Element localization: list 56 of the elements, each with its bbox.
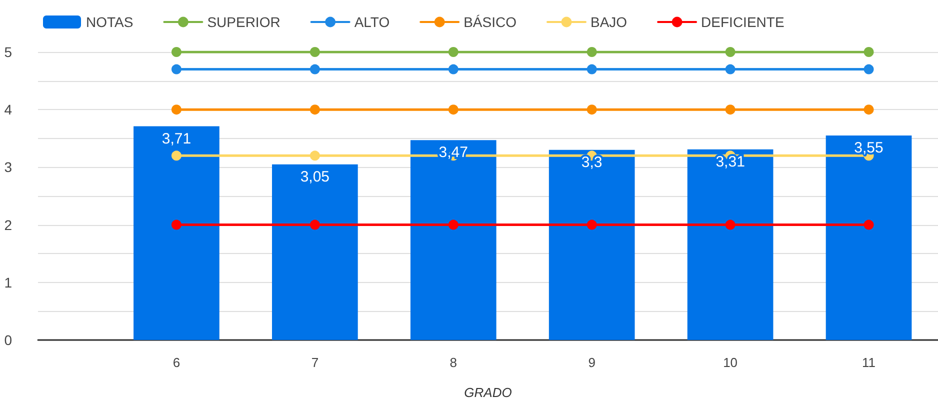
point [448,47,458,57]
legend-label: DEFICIENTE [701,14,784,30]
x-tick-label: 7 [311,355,319,370]
legend-label: SUPERIOR [207,14,280,30]
legend-label: ALTO [354,14,390,30]
bar [548,150,635,340]
bar [134,126,220,340]
point [725,104,736,115]
point [448,64,458,74]
point [310,47,320,57]
bar [272,164,358,340]
point [448,104,458,115]
point [725,64,736,74]
data-label: 3,05 [300,168,330,186]
data-label: 3,71 [162,130,192,148]
x-tick-label: 11 [862,355,876,370]
point [310,150,320,161]
point [171,104,182,115]
bar [687,149,774,340]
point [448,220,458,230]
point [310,104,320,115]
point [171,150,182,161]
point [586,220,597,230]
legend-label: NOTAS [86,14,134,30]
point [864,220,874,230]
point [725,220,736,230]
bar [410,140,496,340]
point [586,64,597,74]
legend-label: BÁSICO [464,14,517,30]
point [864,104,874,115]
y-tick-label: 1 [4,274,12,290]
point [586,47,597,57]
data-label: 3,31 [716,153,745,170]
legend-label: BAJO [590,14,628,30]
data-label: 3,55 [854,140,884,157]
point [171,220,182,230]
point [171,47,182,57]
x-tick-label: 8 [450,355,457,370]
bar [826,136,912,340]
y-tick-label: 5 [4,44,12,60]
point [725,47,736,57]
point [586,104,597,115]
point [171,64,182,74]
y-tick-label: 0 [4,332,12,348]
x-tick-label: 9 [588,355,596,370]
x-tick-label: 6 [172,355,180,370]
point [864,64,874,74]
point [310,220,320,230]
y-tick-label: 3 [4,159,12,176]
point [864,47,874,57]
y-tick-label: 4 [4,102,12,118]
y-tick-label: 2 [4,216,12,233]
x-axis-title: GRADO [464,385,512,400]
point [310,64,320,74]
data-label: 3,3 [581,154,602,171]
x-tick-label: 10 [723,355,738,370]
